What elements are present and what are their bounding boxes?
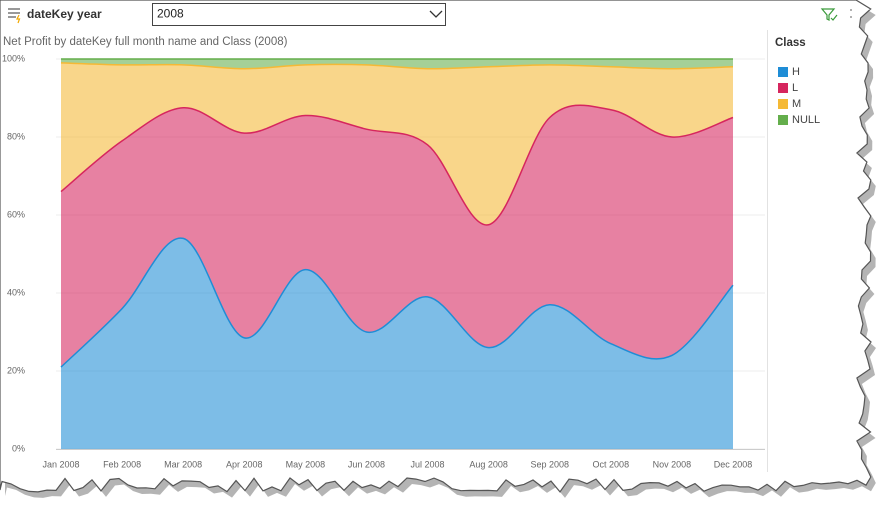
area [61,62,733,225]
area [61,238,733,449]
legend-swatch [778,99,788,109]
area-line [60,237,734,368]
filter-bar: dateKey year 2008 [8,3,852,26]
y-tick-label: 0% [12,443,25,453]
area [61,59,733,69]
legend-swatch [778,67,788,77]
area [61,105,733,368]
x-tick-label: Nov 2008 [653,459,692,469]
legend-label: M [792,98,801,110]
y-tick-label: 40% [7,287,25,297]
y-tick-label: 100% [2,53,25,63]
filter-label: dateKey year [27,7,102,21]
drag-handle [850,9,852,18]
plot-area: 0% 20% 40% 60% 80% 100% Jan 2008 Feb 2008 Mar 20… [2,53,765,469]
area-line [60,104,734,226]
legend: HLM NULL [778,66,820,126]
x-tick-label: Dec 2008 [714,459,753,469]
legend-label: L [792,82,798,94]
x-tick-label: Jan 2008 [42,459,79,469]
x-tick-label: Apr 2008 [226,459,263,469]
legend-swatch [778,83,788,93]
y-tick-label: 20% [7,365,25,375]
dropdown-chevron [429,10,443,18]
x-tick-label: Oct 2008 [593,459,630,469]
x-tick-label: May 2008 [286,459,326,469]
x-tick-label: Sep 2008 [530,459,569,469]
dropdown[interactable] [152,3,446,26]
x-tick-label: Feb 2008 [103,459,141,469]
legend-title: Class [775,37,806,49]
legend-label: H [792,66,800,78]
legend-swatch [778,115,788,125]
y-tick-label: 80% [7,131,25,141]
x-tick-label: Mar 2008 [164,459,202,469]
chart-title: Net Profit by dateKey full month name an… [3,36,288,48]
filter-icon [8,8,21,24]
x-tick-label: Jul 2008 [411,459,445,469]
x-tick-label: Aug 2008 [469,459,508,469]
x-tick-label: Jun 2008 [348,459,385,469]
area-line [60,62,734,70]
y-tick-label: 60% [7,209,25,219]
legend-label: NULL [792,114,820,126]
clear-filter-button[interactable] [820,8,838,21]
dropdown-value: 2008 [157,7,184,21]
